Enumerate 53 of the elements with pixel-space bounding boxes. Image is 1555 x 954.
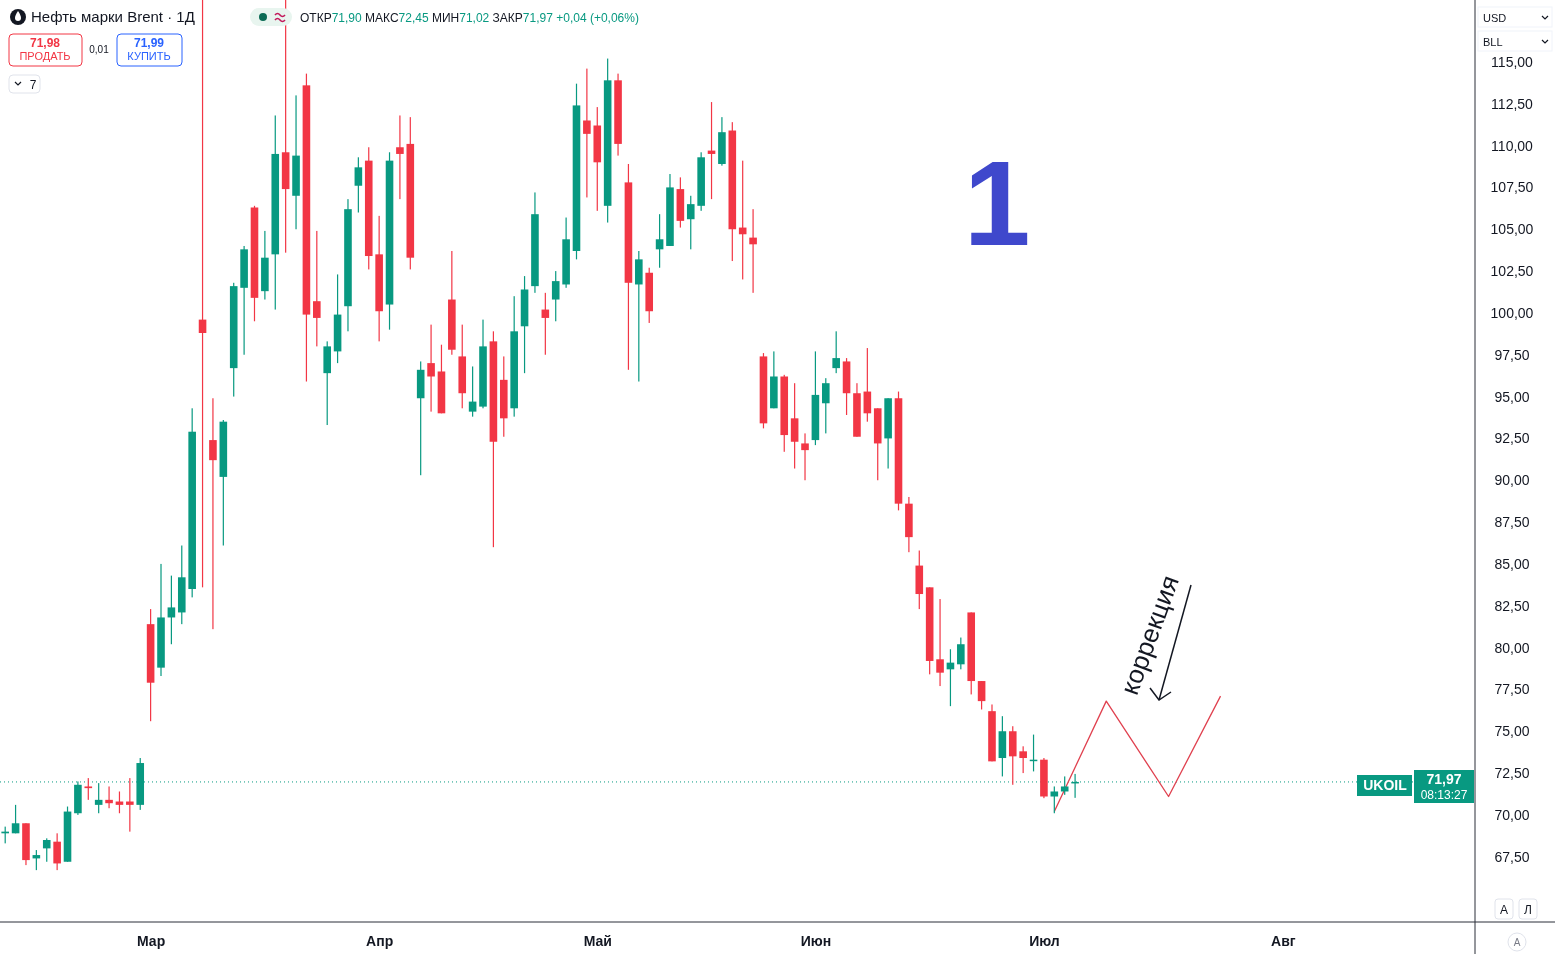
y-tick-label: 107,50 <box>1490 179 1534 196</box>
x-tick-label: Май <box>583 932 612 949</box>
y-tick-label: 70,00 <box>1494 806 1530 823</box>
y-tick-label: 95,00 <box>1494 388 1530 405</box>
text: BLL <box>1483 36 1503 48</box>
text: USD <box>1483 12 1507 24</box>
y-tick-label: 77,50 <box>1494 681 1530 698</box>
y-tick-label: 75,00 <box>1494 723 1530 740</box>
text: Нефть марки Brent · 1Д <box>31 8 195 25</box>
y-tick-label: 105,00 <box>1490 221 1534 238</box>
y-tick-label: 72,50 <box>1494 765 1530 782</box>
candlestick <box>157 563 165 677</box>
text: ОТКР71,90 МАКС72,45 МИН71,02 ЗАКР71,97 +0,04 (+0,06%) <box>300 11 639 25</box>
candlestick <box>396 115 404 200</box>
y-tick-label: 82,50 <box>1494 597 1530 614</box>
candlestick <box>749 209 757 293</box>
y-tick-label: 115,00 <box>1491 53 1534 70</box>
annotation: 1 <box>963 136 1031 270</box>
annotation: 71,98 <box>29 36 61 50</box>
x-tick-label: Июн <box>800 932 832 949</box>
candlestick <box>209 398 217 630</box>
candlestick <box>936 599 944 687</box>
y-tick-label: 67,50 <box>1494 848 1530 865</box>
x-tick-label: Авг <box>1271 932 1296 949</box>
annotation: КУПИТЬ <box>127 50 171 62</box>
y-tick-label: 112,50 <box>1491 95 1534 112</box>
text: A <box>1513 937 1521 948</box>
y-tick-label: 97,50 <box>1494 346 1530 363</box>
candlestick <box>292 95 300 230</box>
y-tick-label: 100,00 <box>1490 304 1534 321</box>
y-tick-label: 90,00 <box>1494 472 1530 489</box>
ref-line-label: 71,97 <box>1426 771 1462 787</box>
text: Л <box>1524 903 1532 917</box>
candlestick <box>801 433 809 481</box>
x-tick-label: Апр <box>366 932 394 949</box>
annotation: 7 <box>29 78 37 92</box>
annotation: 71,99 <box>133 36 165 50</box>
x-tick-label: Июл <box>1029 932 1060 949</box>
candlestick <box>427 324 435 412</box>
annotation: ПРОДАТЬ <box>19 50 71 62</box>
y-tick-label: 102,50 <box>1490 263 1534 280</box>
y-tick-label: 85,00 <box>1494 555 1530 572</box>
text: A <box>1499 903 1509 917</box>
candlestick <box>105 786 113 809</box>
x-tick-label: Мар <box>137 932 166 949</box>
y-tick-label: 80,00 <box>1494 639 1530 656</box>
y-tick-label: 110,00 <box>1491 137 1534 154</box>
line-series <box>1053 695 1222 813</box>
annotation: 08:13:27 <box>1420 788 1468 802</box>
y-tick-label: 87,50 <box>1494 514 1530 531</box>
annotation: 0,01 <box>89 44 110 55</box>
annotation: UKOIL <box>1363 777 1408 793</box>
y-tick-label: 92,50 <box>1494 430 1530 447</box>
